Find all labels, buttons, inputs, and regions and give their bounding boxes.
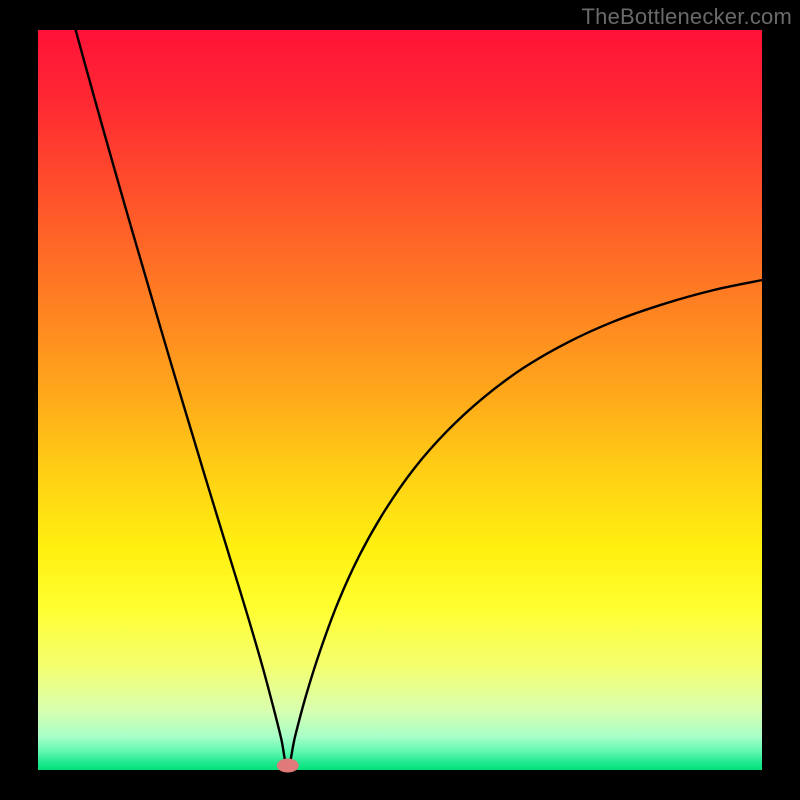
watermark-text: TheBottlenecker.com xyxy=(582,4,792,30)
optimal-point-marker xyxy=(277,759,299,773)
chart-container: TheBottlenecker.com xyxy=(0,0,800,800)
plot-gradient-background xyxy=(38,30,762,770)
bottleneck-chart xyxy=(0,0,800,800)
